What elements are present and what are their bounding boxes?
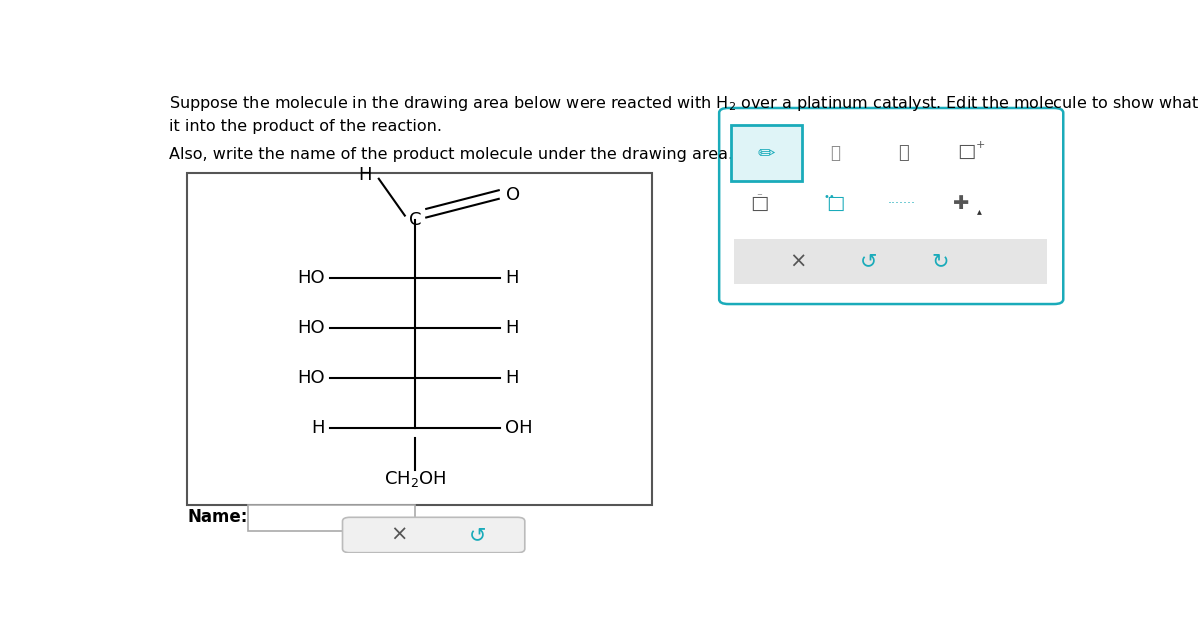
Text: H: H (505, 269, 518, 287)
FancyBboxPatch shape (731, 125, 802, 181)
Text: 📐: 📐 (830, 144, 840, 162)
Text: O: O (506, 186, 521, 204)
Text: ↺: ↺ (860, 252, 877, 271)
Text: □: □ (827, 194, 845, 213)
FancyBboxPatch shape (247, 505, 415, 531)
Text: Also, write the name of the product molecule under the drawing area.: Also, write the name of the product mole… (168, 147, 733, 162)
Text: 🖐: 🖐 (898, 144, 908, 162)
Text: ✚: ✚ (953, 194, 970, 213)
Text: ↻: ↻ (931, 252, 949, 271)
Text: H: H (505, 319, 518, 337)
Text: □: □ (750, 194, 768, 213)
FancyBboxPatch shape (734, 238, 1048, 284)
Text: ••: •• (823, 192, 835, 202)
FancyBboxPatch shape (719, 108, 1063, 304)
Text: Name:: Name: (187, 508, 247, 526)
Text: ↺: ↺ (469, 525, 486, 545)
Text: ⁻: ⁻ (756, 193, 762, 202)
Text: Suppose the molecule in the drawing area below were reacted with H$_2$ over a pl: Suppose the molecule in the drawing area… (168, 94, 1200, 112)
Text: ×: × (390, 525, 408, 545)
Text: +: + (976, 140, 985, 150)
Text: OH: OH (505, 419, 533, 437)
FancyBboxPatch shape (187, 173, 653, 505)
Text: □: □ (958, 142, 976, 160)
Text: C: C (409, 211, 421, 229)
Text: H: H (358, 166, 371, 184)
Text: ▴: ▴ (977, 206, 982, 216)
Text: ✏: ✏ (758, 143, 775, 163)
Text: H: H (311, 419, 325, 437)
Text: CH$_2$OH: CH$_2$OH (384, 469, 446, 489)
Text: H: H (505, 369, 518, 387)
FancyBboxPatch shape (342, 517, 524, 553)
Text: it into the product of the reaction.: it into the product of the reaction. (168, 119, 442, 134)
Text: HO: HO (298, 369, 325, 387)
Text: ×: × (790, 252, 806, 271)
Text: HO: HO (298, 319, 325, 337)
Text: ·······: ······· (888, 197, 916, 210)
Text: HO: HO (298, 269, 325, 287)
